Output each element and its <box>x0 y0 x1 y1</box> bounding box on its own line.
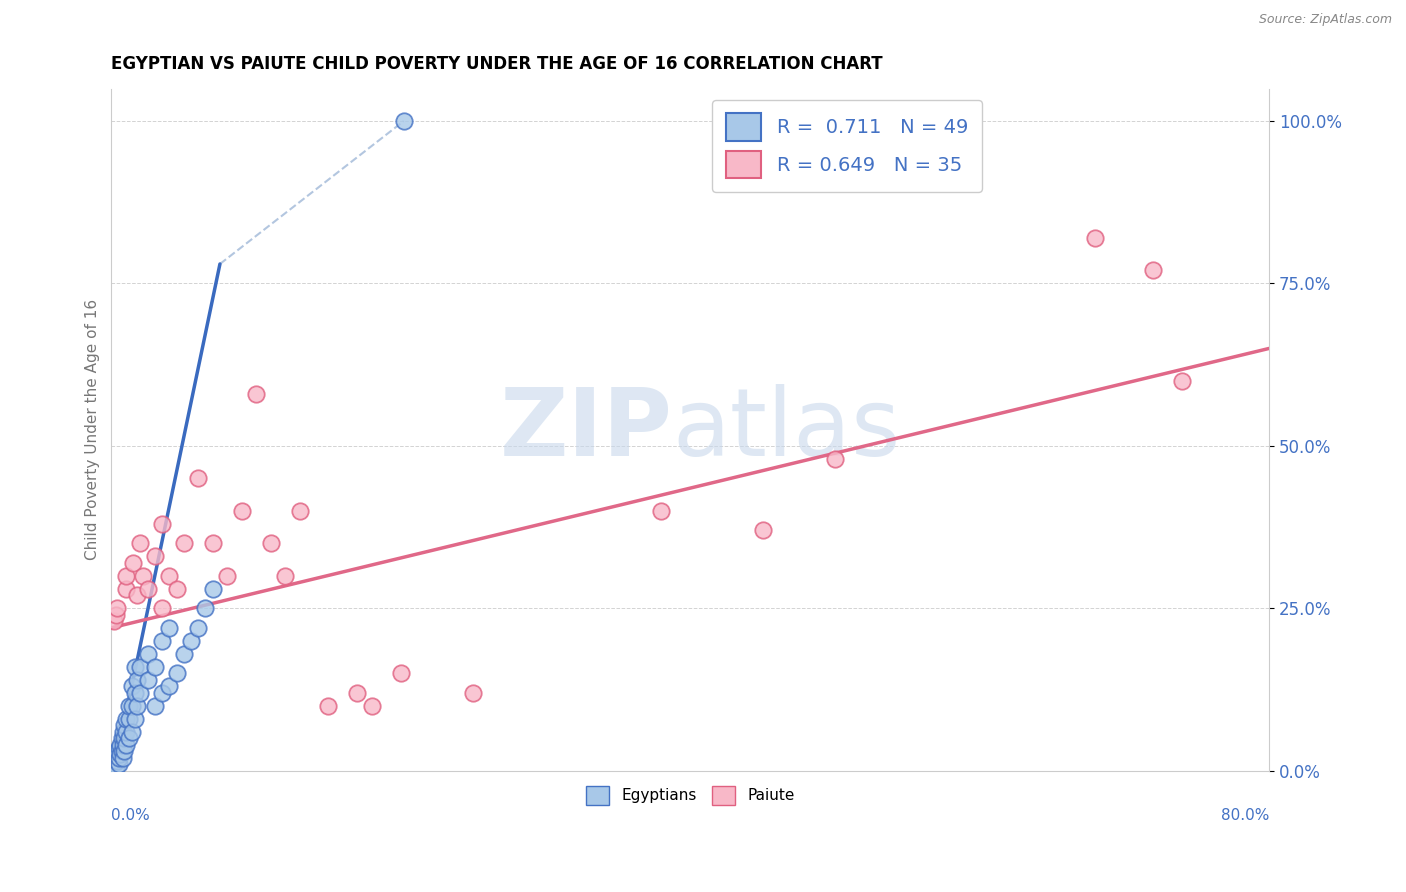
Point <box>129 536 152 550</box>
Point <box>392 114 415 128</box>
Point <box>115 724 138 739</box>
Point <box>150 516 173 531</box>
Point <box>217 569 239 583</box>
Point <box>127 698 149 713</box>
Point <box>115 582 138 596</box>
Point <box>173 647 195 661</box>
Point <box>132 569 155 583</box>
Point <box>108 738 131 752</box>
Point <box>187 621 209 635</box>
Point <box>104 760 127 774</box>
Point <box>360 698 382 713</box>
Point <box>1142 263 1164 277</box>
Point <box>111 724 134 739</box>
Point <box>166 666 188 681</box>
Point <box>157 569 180 583</box>
Point <box>115 712 138 726</box>
Point <box>104 607 127 622</box>
Point <box>245 387 267 401</box>
Point <box>650 504 672 518</box>
Point <box>114 744 136 758</box>
Text: EGYPTIAN VS PAIUTE CHILD POVERTY UNDER THE AGE OF 16 CORRELATION CHART: EGYPTIAN VS PAIUTE CHILD POVERTY UNDER T… <box>111 55 883 73</box>
Point <box>129 659 152 673</box>
Point <box>143 659 166 673</box>
Point <box>103 757 125 772</box>
Point <box>118 731 141 746</box>
Point <box>111 750 134 764</box>
Point <box>1171 374 1194 388</box>
Point <box>115 738 138 752</box>
Point <box>107 741 129 756</box>
Point <box>121 698 143 713</box>
Point <box>166 582 188 596</box>
Point <box>150 601 173 615</box>
Point <box>124 686 146 700</box>
Point <box>143 698 166 713</box>
Point <box>157 679 180 693</box>
Point <box>105 744 128 758</box>
Point <box>124 659 146 673</box>
Point <box>127 673 149 687</box>
Point <box>150 686 173 700</box>
Point <box>201 582 224 596</box>
Point <box>121 679 143 693</box>
Point <box>187 471 209 485</box>
Point <box>115 569 138 583</box>
Point <box>136 647 159 661</box>
Point <box>318 698 340 713</box>
Point <box>751 524 773 538</box>
Point <box>129 686 152 700</box>
Point <box>124 712 146 726</box>
Point <box>173 536 195 550</box>
Point <box>107 750 129 764</box>
Point <box>105 754 128 768</box>
Point <box>463 686 485 700</box>
Point <box>127 588 149 602</box>
Point <box>111 738 134 752</box>
Point <box>108 747 131 762</box>
Point <box>122 556 145 570</box>
Point <box>259 536 281 550</box>
Point <box>103 615 125 629</box>
Point <box>103 750 125 764</box>
Point <box>118 712 141 726</box>
Text: ZIP: ZIP <box>501 384 673 475</box>
Y-axis label: Child Poverty Under the Age of 16: Child Poverty Under the Age of 16 <box>86 299 100 560</box>
Text: 80.0%: 80.0% <box>1220 808 1270 823</box>
Point <box>110 731 132 746</box>
Point <box>136 673 159 687</box>
Point <box>110 744 132 758</box>
Point <box>1084 231 1107 245</box>
Point <box>136 582 159 596</box>
Text: atlas: atlas <box>673 384 901 475</box>
Point <box>114 731 136 746</box>
Text: 0.0%: 0.0% <box>111 808 150 823</box>
Point <box>107 757 129 772</box>
Point <box>105 601 128 615</box>
Point <box>201 536 224 550</box>
Point <box>118 698 141 713</box>
Text: Source: ZipAtlas.com: Source: ZipAtlas.com <box>1258 13 1392 27</box>
Point <box>157 621 180 635</box>
Point <box>194 601 217 615</box>
Point <box>143 549 166 564</box>
Point <box>274 569 297 583</box>
Point <box>389 666 412 681</box>
Point <box>288 504 311 518</box>
Point <box>346 686 368 700</box>
Point <box>121 724 143 739</box>
Point <box>114 718 136 732</box>
Point <box>824 451 846 466</box>
Point <box>150 633 173 648</box>
Point <box>231 504 253 518</box>
Point <box>180 633 202 648</box>
Legend: Egyptians, Paiute: Egyptians, Paiute <box>578 778 801 813</box>
